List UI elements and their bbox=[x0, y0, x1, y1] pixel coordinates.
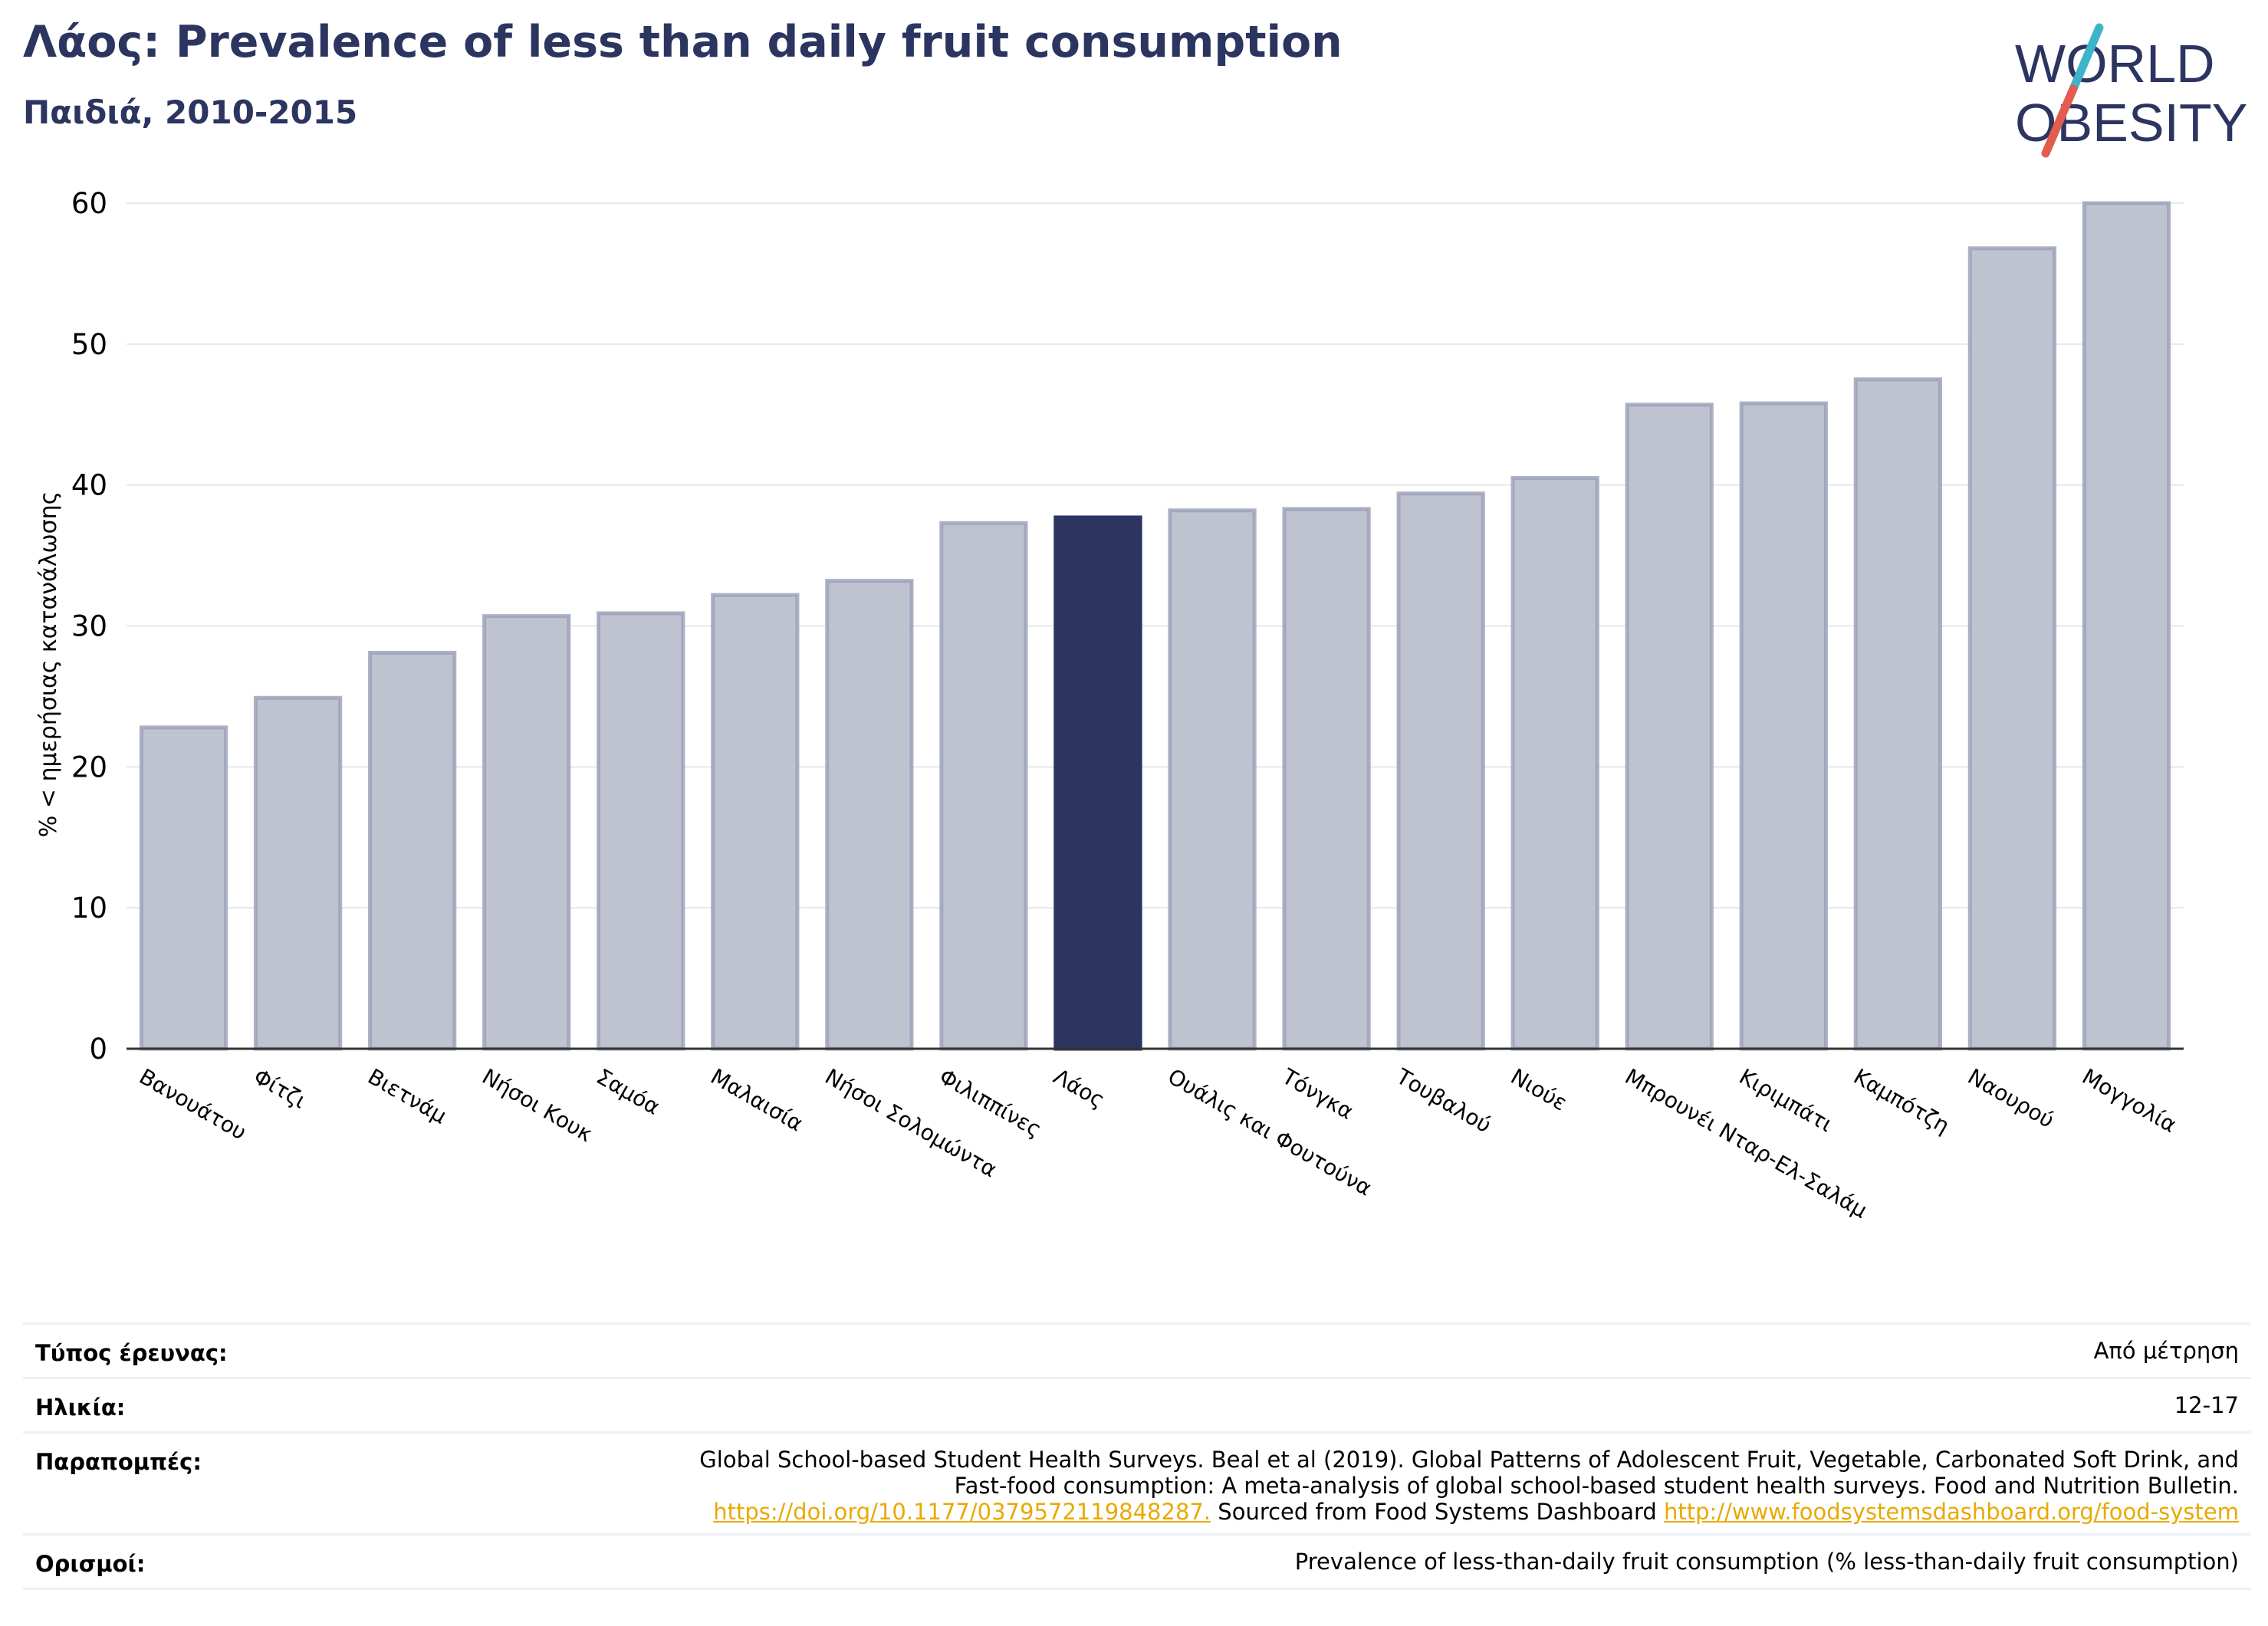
x-tick-label: Καμπότζη bbox=[1849, 1063, 1954, 1138]
references-line-2: Fast-food consumption: A meta-analysis o… bbox=[954, 1473, 2239, 1499]
survey-type-label: Τύπος έρευνας: bbox=[35, 1340, 228, 1366]
x-tick-label: Ουάλις και Φουτούνα bbox=[1164, 1063, 1376, 1201]
y-tick-label: 30 bbox=[71, 610, 107, 643]
chart-subtitle: Παιδιά, 2010-2015 bbox=[23, 94, 358, 131]
bar bbox=[1625, 402, 1714, 1051]
world-obesity-logo: WORLD OBESITY bbox=[2015, 23, 2247, 158]
x-tick-label: Βανουάτου bbox=[135, 1063, 251, 1145]
references-line-1: Global School-based Student Health Surve… bbox=[699, 1447, 2239, 1473]
x-tick-label: Φίτζι bbox=[249, 1063, 311, 1113]
age-label: Ηλικία: bbox=[35, 1394, 126, 1421]
bar bbox=[939, 521, 1028, 1051]
info-table: Τύπος έρευνας: Από μέτρηση Ηλικία: 12-17… bbox=[23, 1322, 2251, 1590]
bar bbox=[1853, 377, 1943, 1051]
definitions-label: Ορισμοί: bbox=[35, 1551, 146, 1577]
bar-chart: 0 10 20 30 40 50 60 % < ημερήσιας κατανάλωσης Βα… bbox=[35, 187, 2184, 1224]
logo-word-world: WORLD bbox=[2015, 34, 2215, 94]
bar bbox=[1510, 475, 1599, 1051]
info-row-definitions: Ορισμοί: Prevalence of less-than-daily f… bbox=[23, 1533, 2251, 1590]
food-systems-dashboard-link[interactable]: http://www.foodsystemsdashboard.org/food… bbox=[1664, 1499, 2239, 1525]
chart-title: Λάος: Prevalence of less than daily frui… bbox=[23, 17, 1343, 67]
y-tick-label: 0 bbox=[89, 1033, 107, 1066]
bar bbox=[1282, 507, 1371, 1051]
doi-link[interactable]: https://doi.org/10.1177/0379572119848287… bbox=[713, 1499, 1211, 1525]
references-source-text: Sourced from Food Systems Dashboard bbox=[1211, 1499, 1665, 1525]
bar bbox=[597, 611, 685, 1051]
info-row-age: Ηλικία: 12-17 bbox=[23, 1377, 2251, 1431]
x-tick-label: Κιριμπάτι bbox=[1735, 1063, 1837, 1137]
definitions-value: Prevalence of less-than-daily fruit cons… bbox=[1294, 1549, 2239, 1575]
x-tick-label: Νιούε bbox=[1507, 1063, 1572, 1115]
references-value: Global School-based Student Health Surve… bbox=[699, 1447, 2239, 1525]
age-value: 12-17 bbox=[2174, 1392, 2239, 1418]
bar bbox=[1739, 401, 1828, 1051]
y-tick-label: 60 bbox=[71, 187, 107, 220]
bar bbox=[1168, 508, 1257, 1051]
bar bbox=[367, 650, 457, 1051]
x-tick-label: Τουβαλού bbox=[1392, 1063, 1496, 1138]
y-tick-label: 50 bbox=[71, 328, 107, 361]
x-tick-label: Μογγολία bbox=[2078, 1063, 2181, 1138]
references-label: Παραπομπές: bbox=[35, 1449, 202, 1475]
x-tick-label: Λάος bbox=[1049, 1063, 1109, 1112]
bar bbox=[1396, 491, 1485, 1051]
bar bbox=[825, 579, 914, 1051]
x-tick-label: Νήσοι Κουκ bbox=[478, 1063, 597, 1147]
bar bbox=[253, 695, 343, 1051]
y-tick-label: 40 bbox=[71, 469, 107, 502]
y-tick-label: 10 bbox=[71, 892, 107, 925]
bar bbox=[1967, 246, 2057, 1051]
info-row-survey-type: Τύπος έρευνας: Από μέτρηση bbox=[23, 1322, 2251, 1377]
bar bbox=[482, 614, 571, 1051]
references-line-3: https://doi.org/10.1177/0379572119848287… bbox=[699, 1499, 2239, 1525]
y-tick-label: 20 bbox=[71, 751, 107, 783]
bar bbox=[2082, 201, 2171, 1051]
x-tick-label: Βιετνάμ bbox=[363, 1063, 451, 1128]
x-tick-label: Τόνγκα bbox=[1277, 1063, 1358, 1125]
bar bbox=[711, 593, 800, 1051]
x-tick-label: Ναουρού bbox=[1964, 1063, 2059, 1133]
bar bbox=[139, 725, 228, 1051]
x-tick-label: Φιλιππίνες bbox=[935, 1063, 1046, 1142]
x-tick-label: Μαλαισία bbox=[706, 1063, 807, 1136]
info-row-references: Παραπομπές: Global School-based Student … bbox=[23, 1431, 2251, 1533]
y-axis-label: % < ημερήσιας κατανάλωσης bbox=[35, 491, 62, 838]
bar bbox=[1053, 515, 1142, 1051]
survey-type-value: Από μέτρηση bbox=[2093, 1338, 2239, 1364]
x-tick-label: Σαμόα bbox=[592, 1063, 664, 1119]
